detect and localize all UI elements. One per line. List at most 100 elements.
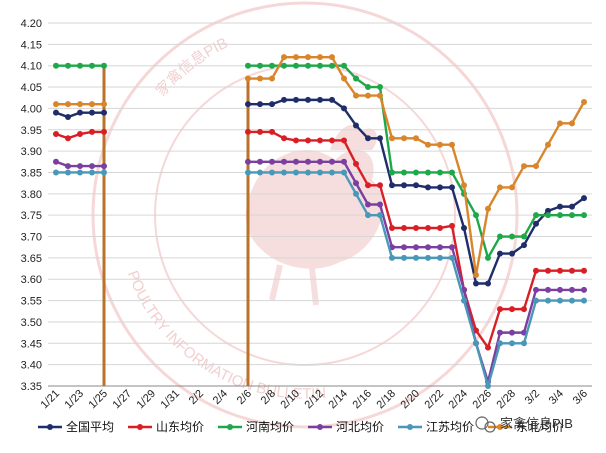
x-tick-label: 3/4 (547, 388, 566, 407)
data-point (245, 128, 251, 135)
data-point (425, 184, 431, 191)
data-point (353, 122, 359, 129)
data-point (569, 267, 575, 274)
data-point (473, 212, 479, 219)
data-point (425, 254, 431, 261)
x-tick-label: 1/25 (86, 388, 110, 412)
data-point (509, 233, 515, 240)
data-point (377, 135, 383, 142)
data-point (89, 62, 95, 69)
data-point (317, 158, 323, 165)
data-point (545, 212, 551, 219)
data-point (89, 128, 95, 135)
data-point (377, 84, 383, 91)
data-point (569, 297, 575, 304)
data-point (53, 158, 59, 165)
data-point (557, 212, 563, 219)
line-marker-icon (317, 424, 323, 430)
legend-item: 河北均价 (308, 420, 384, 434)
data-point (53, 62, 59, 69)
legend: 全国平均 山东均价 河南均价 河北均价 江苏均价 东北均价 (38, 419, 564, 434)
data-point (545, 267, 551, 274)
data-point (305, 54, 311, 61)
data-point (101, 62, 107, 69)
data-point (53, 101, 59, 108)
data-point (281, 158, 287, 165)
data-point (341, 62, 347, 69)
y-tick-label: 3.45 (21, 338, 42, 350)
data-point (341, 105, 347, 112)
data-point (89, 109, 95, 116)
data-point (389, 254, 395, 261)
x-tick-label: 2/24 (446, 388, 470, 412)
data-point (581, 297, 587, 304)
series-1 (53, 128, 587, 351)
series-4 (53, 169, 587, 389)
data-point (545, 207, 551, 214)
y-tick-label: 3.80 (21, 189, 42, 201)
data-point (353, 190, 359, 197)
data-point (545, 297, 551, 304)
y-tick-label: 3.85 (21, 167, 42, 179)
series-5 (53, 54, 587, 278)
legend-item: 河南均价 (218, 419, 294, 434)
legend-label: 江苏均价 (426, 420, 474, 434)
data-point (257, 158, 263, 165)
x-tick-label: 2/20 (398, 388, 422, 412)
data-point (77, 109, 83, 116)
series-2 (53, 62, 587, 261)
data-point (401, 182, 407, 189)
data-point (53, 131, 59, 138)
data-point (581, 286, 587, 293)
x-tick-label: 2/4 (211, 388, 230, 407)
data-point (521, 306, 527, 313)
legend-label: 全国平均 (66, 419, 114, 434)
data-point (281, 96, 287, 103)
data-point (425, 169, 431, 176)
data-point (389, 224, 395, 231)
data-point (521, 242, 527, 249)
data-point (77, 163, 83, 170)
data-point (89, 101, 95, 108)
data-point (269, 158, 275, 165)
data-point (533, 212, 539, 219)
data-point (101, 101, 107, 108)
data-point (377, 201, 383, 208)
x-tick-label: 2/26 (470, 388, 494, 412)
data-point (77, 169, 83, 176)
data-point (581, 99, 587, 106)
data-point (305, 169, 311, 176)
data-point (533, 297, 539, 304)
data-point (377, 92, 383, 99)
data-point (101, 109, 107, 116)
data-point (305, 62, 311, 69)
legend-label: 东北均价 (516, 420, 564, 434)
data-point (437, 244, 443, 251)
data-point (413, 182, 419, 189)
data-point (317, 96, 323, 103)
data-point (545, 141, 551, 148)
data-point (257, 75, 263, 82)
data-point (281, 135, 287, 142)
data-point (425, 224, 431, 231)
data-point (377, 212, 383, 219)
data-point (485, 254, 491, 261)
legend-item: 全国平均 (38, 419, 114, 434)
data-point (413, 169, 419, 176)
data-point (293, 62, 299, 69)
data-point (557, 203, 563, 210)
y-axis: 3.35 3.40 3.45 3.50 3.55 3.60 3.65 3.70 3.75 3.80… (21, 18, 42, 393)
x-tick-label: 2/2 (187, 388, 206, 407)
data-point (329, 62, 335, 69)
data-point (65, 113, 71, 120)
data-point (437, 184, 443, 191)
data-point (293, 54, 299, 61)
y-tick-label: 4.15 (21, 39, 42, 51)
line-marker-icon (47, 424, 53, 430)
data-point (581, 195, 587, 202)
x-tick-label: 2/14 (326, 388, 350, 412)
data-point (509, 250, 515, 257)
data-point (509, 329, 515, 336)
data-point (533, 267, 539, 274)
data-point (401, 244, 407, 251)
